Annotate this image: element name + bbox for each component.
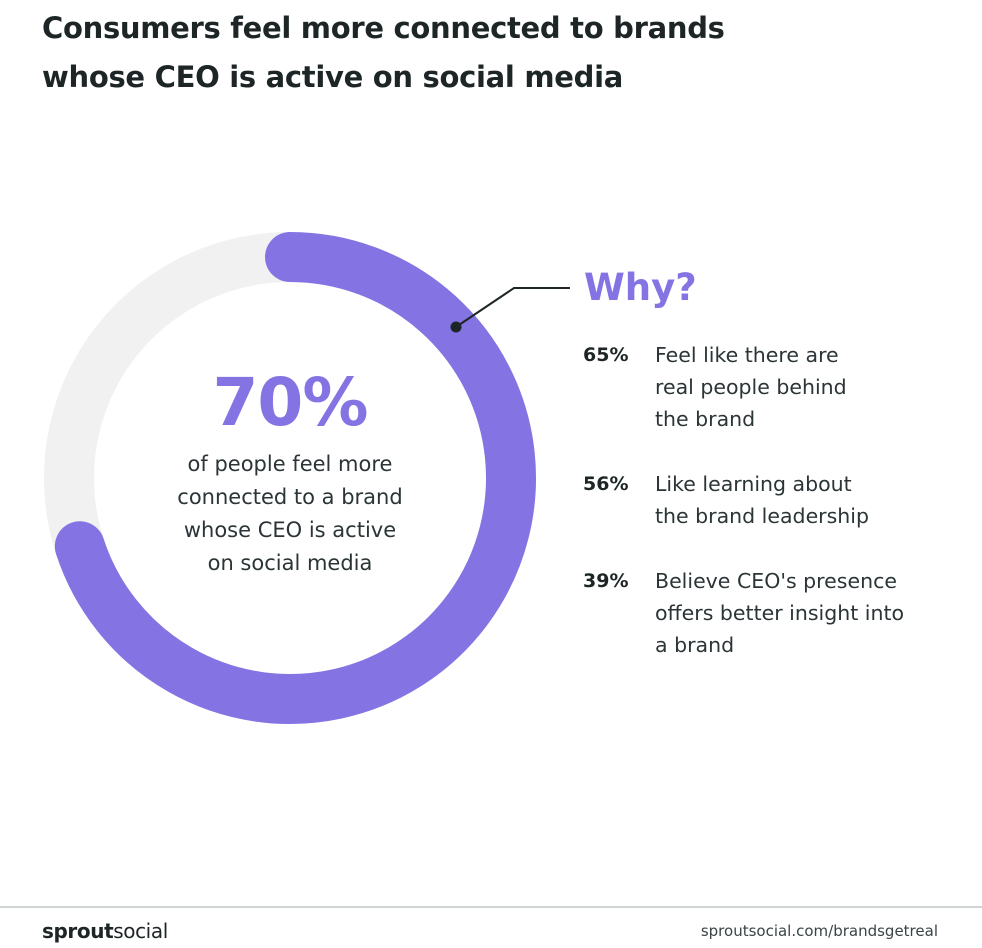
reason-text-line: Like learning about (655, 472, 852, 496)
reason-percentage: 65% (583, 344, 629, 366)
footer-divider (0, 906, 982, 908)
reason-item: 39% Believe CEO's presence offers better… (583, 565, 973, 661)
reason-text: Feel like there are real people behind t… (655, 339, 847, 435)
leader-line (455, 287, 570, 328)
logo-word-bold: sprout (42, 919, 114, 943)
main-caption: of people feel more connected to a brand… (150, 448, 430, 580)
reasons-list: 65% Feel like there are real people behi… (583, 339, 973, 694)
reason-text-line: Believe CEO's presence (655, 569, 897, 593)
footer-url: sproutsocial.com/brandsgetreal (700, 922, 938, 940)
caption-line-4: on social media (207, 551, 373, 575)
reason-text-line: the brand (655, 407, 756, 431)
reason-text-line: a brand (655, 633, 735, 657)
main-percentage: 70% (212, 364, 369, 441)
reason-text: Like learning about the brand leadership (655, 468, 869, 532)
logo-word-regular: social (113, 919, 168, 943)
reason-text: Believe CEO's presence offers better ins… (655, 565, 904, 661)
title-line-2: whose CEO is active on social media (42, 60, 623, 94)
caption-line-3: whose CEO is active (183, 518, 397, 542)
reason-percentage: 39% (583, 570, 629, 592)
reason-percentage: 56% (583, 473, 629, 495)
sprout-social-logo: sproutsocial (42, 917, 168, 945)
why-heading: Why? (584, 266, 697, 309)
caption-line-2: connected to a brand (177, 485, 403, 509)
leader-dot (450, 321, 462, 333)
caption-line-1: of people feel more (187, 452, 393, 476)
chart-title: Consumers feel more connected to brands … (42, 4, 942, 102)
donut-center-label: 70% of people feel more connected to a b… (150, 360, 430, 580)
reason-text-line: offers better insight into (655, 601, 905, 625)
reason-item: 56% Like learning about the brand leader… (583, 468, 973, 532)
reason-text-line: real people behind (655, 375, 847, 399)
reason-text-line: the brand leadership (655, 504, 869, 528)
reason-item: 65% Feel like there are real people behi… (583, 339, 973, 435)
reason-text-line: Feel like there are (655, 343, 839, 367)
title-line-1: Consumers feel more connected to brands (42, 11, 725, 45)
donut-value-arc (54, 232, 536, 724)
